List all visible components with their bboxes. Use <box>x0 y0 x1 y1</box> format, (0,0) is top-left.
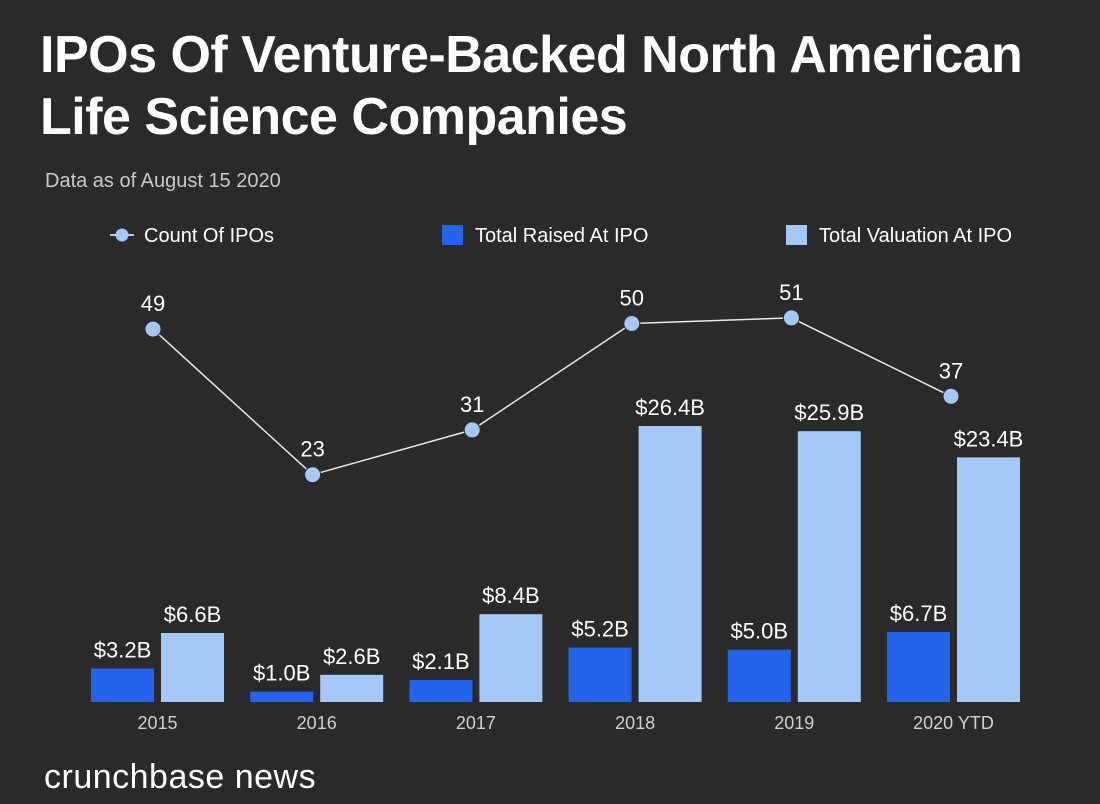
raised-bar-2016 <box>250 691 314 702</box>
legend-bar-swatch <box>786 225 807 245</box>
count-label-2015: 49 <box>141 291 165 316</box>
count-label-2020-ytd: 37 <box>939 358 963 383</box>
valuation-bar-2017 <box>479 614 543 702</box>
raised-label-2015: $3.2B <box>94 638 152 663</box>
x-tick-label-2016: 2016 <box>297 713 337 733</box>
legend-label: Total Valuation At IPO <box>819 225 1012 247</box>
raised-bar-2018 <box>568 647 632 702</box>
legend-marker-swatch <box>115 228 129 242</box>
legend-label: Count Of IPOs <box>144 225 274 247</box>
valuation-bar-2020-ytd <box>957 457 1020 702</box>
count-point-2015 <box>144 320 162 338</box>
valuation-label-2018: $26.4B <box>635 395 705 420</box>
legend: Count Of IPOs Total Raised At IPO Total Va… <box>110 225 1012 247</box>
raised-bar-2017 <box>409 680 473 702</box>
count-label-2017: 31 <box>460 392 484 417</box>
count-point-2017 <box>463 421 481 439</box>
count-point-2019 <box>782 309 800 327</box>
count-point-2018 <box>623 315 641 332</box>
valuation-label-2016: $2.6B <box>323 644 381 669</box>
valuation-label-2019: $25.9B <box>794 400 864 425</box>
count-line-layer: 49 23 31 50 51 37 <box>141 280 963 484</box>
valuation-bar-2018 <box>638 426 702 702</box>
count-label-2018: 50 <box>620 286 644 311</box>
valuation-bar-2016 <box>320 674 384 702</box>
legend-label: Total Raised At IPO <box>475 225 648 247</box>
bar-layer: $3.2B $6.6B $1.0B $2.6B $2.1B $8.4B $5.2B $26.4… <box>91 395 1023 702</box>
x-tick-label-2015: 2015 <box>137 713 177 733</box>
count-point-2016 <box>304 466 322 484</box>
brand-logo-text: crunchbase news <box>44 758 317 796</box>
legend-bar-swatch <box>442 225 463 245</box>
raised-label-2018: $5.2B <box>571 617 629 642</box>
raised-label-2016: $1.0B <box>253 661 311 686</box>
legend-item-0: Count Of IPOs <box>110 225 274 247</box>
valuation-label-2015: $6.6B <box>164 602 222 627</box>
chart-title: IPOs Of Venture-Backed North American Li… <box>40 26 1023 146</box>
legend-item-2: Total Valuation At IPO <box>786 225 1012 247</box>
valuation-bar-2019 <box>797 431 861 702</box>
raised-label-2017: $2.1B <box>412 649 470 674</box>
raised-bar-2020-ytd <box>887 631 950 702</box>
x-tick-label-2017: 2017 <box>456 713 496 733</box>
raised-label-2020-ytd: $6.7B <box>890 601 948 626</box>
x-tick-label-2019: 2019 <box>774 713 814 733</box>
chart-subtitle: Data as of August 15 2020 <box>45 170 281 192</box>
legend-item-1: Total Raised At IPO <box>442 225 648 247</box>
x-axis: 2015 2016 2017 2018 2019 2020 YTD <box>137 713 993 733</box>
count-label-2019: 51 <box>779 280 803 305</box>
raised-bar-2015 <box>91 668 154 702</box>
valuation-label-2017: $8.4B <box>482 583 540 608</box>
valuation-bar-2015 <box>161 633 224 702</box>
valuation-label-2020-ytd: $23.4B <box>954 426 1024 451</box>
raised-label-2019: $5.0B <box>731 619 789 644</box>
x-tick-label-2020-ytd: 2020 YTD <box>913 713 994 733</box>
count-label-2016: 23 <box>300 437 324 462</box>
count-line <box>152 317 952 476</box>
count-point-2020-ytd <box>942 387 960 405</box>
x-tick-label-2018: 2018 <box>615 713 655 733</box>
raised-bar-2019 <box>727 649 791 702</box>
